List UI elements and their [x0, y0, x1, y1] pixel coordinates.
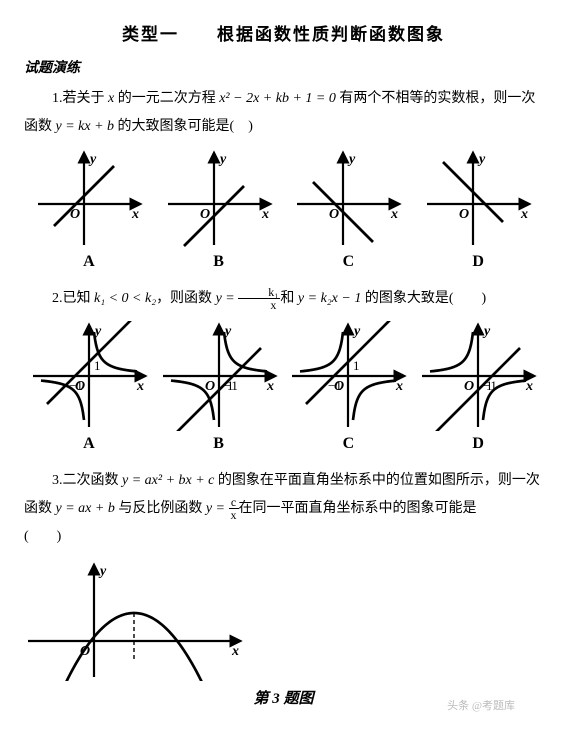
svg-text:x: x	[395, 379, 403, 394]
q1-ta: 若关于	[63, 91, 109, 106]
q2-frac1: k₁x	[238, 286, 280, 311]
q3-tb: 的图象在平面直角坐标系中的位置如图所示，则一次	[214, 473, 540, 488]
svg-text:x: x	[131, 207, 139, 222]
q1-l2b: 的大致图象可能是( )	[114, 119, 253, 134]
svg-text:O: O	[329, 207, 339, 222]
q1-option-A: yxOA	[34, 149, 144, 271]
q3-l3: ( )	[24, 523, 543, 551]
q3-ta: 二次函数	[63, 473, 123, 488]
page-title: 类型一 根据函数性质判断函数图象	[24, 20, 543, 45]
q2-tc: 和	[280, 291, 298, 306]
svg-text:−1: −1	[224, 378, 238, 393]
svg-text:x: x	[261, 207, 269, 222]
svg-text:1: 1	[94, 358, 101, 373]
svg-text:O: O	[459, 207, 469, 222]
q2-tb: ，则函数	[156, 291, 216, 306]
svg-text:x: x	[390, 207, 398, 222]
q3-num: 3.	[52, 473, 63, 488]
question-3: 3.二次函数 y = ax² + bx + c 的图象在平面直角坐标系中的位置如…	[24, 467, 543, 551]
q2-frac1-den: x	[238, 299, 280, 311]
q1-option-B: yxOB	[164, 149, 274, 271]
svg-text:y: y	[477, 152, 486, 167]
svg-text:y: y	[352, 324, 361, 339]
svg-text:y: y	[482, 324, 491, 339]
q3-l2c: 在同一平面直角坐标系中的图象可能是	[239, 501, 477, 516]
svg-text:y: y	[218, 152, 227, 167]
q3-graph: yxO	[24, 561, 244, 681]
q1-option-label: C	[293, 253, 403, 271]
q3-figure-wrap: yxO 第 3 题图	[24, 561, 543, 708]
svg-text:y: y	[88, 152, 97, 167]
svg-text:x: x	[136, 379, 144, 394]
svg-text:x: x	[266, 379, 274, 394]
q1-l2a: 函数	[24, 119, 56, 134]
svg-text:−1: −1	[69, 378, 83, 393]
q2-eq2: y = k₂x − 1	[298, 291, 361, 306]
q1-option-D: y x O D	[423, 149, 533, 271]
svg-text:−1: −1	[483, 378, 497, 393]
q3-frac-den: x	[229, 509, 239, 521]
q1-tc: 有两个不相等的实数根，则一次	[336, 91, 536, 106]
q1-num: 1.	[52, 91, 63, 106]
svg-text:y: y	[98, 564, 107, 579]
q2-option-label: B	[159, 435, 279, 453]
q2-option-label: C	[288, 435, 408, 453]
q2-option-label: A	[29, 435, 149, 453]
q2-eq1l: y =	[216, 291, 239, 306]
svg-text:1: 1	[353, 358, 360, 373]
q2-option-C: yxO−11C	[288, 321, 408, 453]
q3-eq1: y = ax² + bx + c	[122, 473, 214, 488]
q3-eq2: y = ax + b	[56, 501, 115, 516]
q3-l2b: 与反比例函数	[115, 501, 206, 516]
q1-tb: 的一元二次方程	[114, 91, 219, 106]
q1-eq: x² − 2x + kb + 1 = 0	[219, 91, 336, 106]
q1-option-C: y x O C	[293, 149, 403, 271]
svg-text:−1: −1	[328, 378, 342, 393]
q1-l2eq: y = kx + b	[56, 119, 115, 134]
q1-option-label: A	[34, 253, 144, 271]
question-1: 1.若关于 x 的一元二次方程 x² − 2x + kb + 1 = 0 有两个…	[24, 85, 543, 141]
q2-td: 的图象大致是( )	[361, 291, 486, 306]
question-2: 2.已知 k₁ < 0 < k₂，则函数 y = k₁x和 y = k₂x − …	[24, 285, 543, 313]
q3-frac: cx	[229, 496, 239, 521]
svg-text:y: y	[347, 152, 356, 167]
q3-eq3l: y =	[206, 501, 229, 516]
q3-l2a: 函数	[24, 501, 56, 516]
svg-text:O: O	[464, 379, 474, 394]
q1-options-row: y x O Ay x O By x O Cy x O D	[24, 149, 543, 271]
q1-option-label: D	[423, 253, 533, 271]
svg-text:x: x	[520, 207, 528, 222]
q2-num: 2.	[52, 291, 63, 306]
q2-option-label: D	[418, 435, 538, 453]
svg-text:x: x	[525, 379, 533, 394]
q2-cond: k₁ < 0 < k₂	[94, 291, 156, 306]
watermark: 头条 @考题库	[447, 697, 515, 713]
q1-option-label: B	[164, 253, 274, 271]
q2-options-row: yxO−11AyxO1−1ByxO−11CyxO1−1D	[24, 321, 543, 453]
svg-text:x: x	[231, 644, 239, 659]
q2-option-B: yxO1−1B	[159, 321, 279, 453]
section-label: 试题演练	[24, 57, 543, 77]
q2-option-D: yxO1−1D	[418, 321, 538, 453]
q2-option-A: yxO−11A	[29, 321, 149, 453]
q2-ta: 已知	[63, 291, 95, 306]
